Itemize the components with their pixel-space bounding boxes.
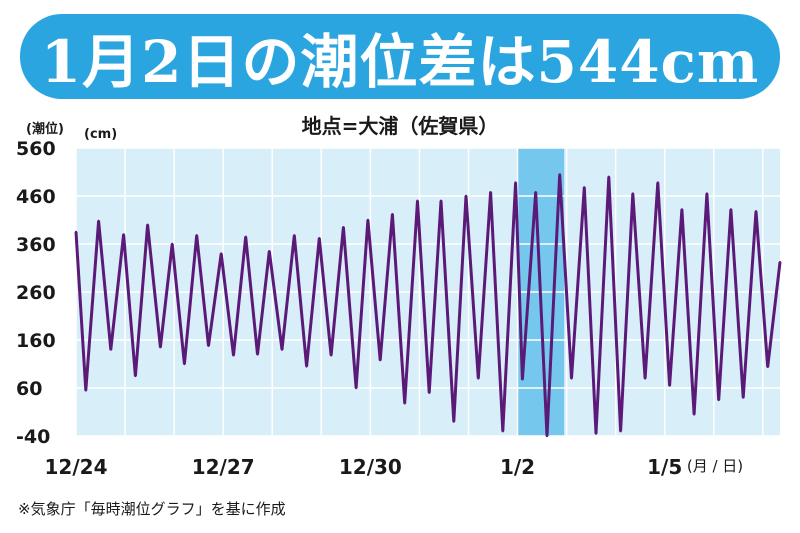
x-tick-label: 12/27 (192, 455, 255, 479)
y-tick-label: 460 (16, 186, 56, 208)
tide-point (122, 233, 125, 236)
tide-point (305, 365, 308, 368)
tide-point (521, 378, 524, 381)
tide-point (692, 413, 696, 416)
tide-point (705, 192, 709, 195)
tide-point (477, 377, 480, 380)
y-tick-label: -40 (16, 426, 50, 448)
tide-point (489, 190, 492, 194)
tide-point (558, 173, 561, 176)
tide-point (583, 186, 586, 189)
tide-point (134, 374, 137, 378)
tide-point (766, 365, 769, 369)
tide-point (342, 226, 345, 229)
chart-subtitle: 地点=大浦（佐賀県） (301, 114, 499, 138)
tide-point (668, 384, 671, 387)
tide-point (293, 234, 296, 237)
tide-point (329, 354, 333, 357)
x-tick-label: 12/24 (45, 455, 108, 479)
tide-point (501, 430, 505, 433)
tide-point (74, 230, 78, 234)
tide-point (232, 354, 235, 357)
chart-title: 1月2日の潮位差は544cm (40, 27, 760, 96)
y-axis-label-top: (潮位) (26, 122, 64, 137)
tide-point (84, 389, 88, 392)
tide-point (729, 208, 733, 211)
tide-point (354, 386, 358, 390)
tide-point (631, 192, 635, 195)
tide-point (97, 219, 100, 223)
tide-point (268, 250, 271, 253)
tide-point (754, 210, 758, 213)
y-tick-label: 260 (16, 282, 56, 304)
tide-point (643, 377, 647, 380)
tide-point (570, 377, 573, 380)
tide-point (416, 199, 419, 202)
y-axis-unit: (cm) (84, 127, 118, 142)
x-axis-unit: (月 / 日) (687, 457, 743, 475)
source-note: ※気象庁「毎時潮位グラフ」を基に作成 (18, 500, 286, 518)
tide-point (545, 434, 549, 438)
y-tick-label: 60 (16, 378, 42, 400)
y-tick-label: 160 (16, 330, 56, 352)
title-banner: 1月2日の潮位差は544cm (20, 14, 780, 99)
tide-point (439, 199, 443, 202)
tide-point (109, 348, 113, 351)
x-tick-label: 1/2 (500, 455, 535, 479)
x-tick-label: 12/30 (339, 455, 402, 479)
y-tick-label: 560 (16, 138, 56, 160)
tide-point (391, 213, 394, 216)
tide-point (195, 234, 198, 237)
tide-point (452, 420, 455, 423)
x-tick-label: 1/5 (647, 455, 682, 479)
tide-point (464, 194, 468, 198)
tide-point (256, 353, 259, 356)
y-tick-label: 360 (16, 234, 56, 256)
tide-point (534, 190, 537, 194)
tide-point (159, 346, 162, 349)
tide-point (366, 218, 370, 222)
tide-point (594, 432, 598, 435)
tide-point (378, 358, 382, 362)
tide-point (146, 223, 149, 226)
tide-point (717, 398, 720, 402)
tide-point (680, 208, 684, 211)
tide-point (607, 175, 610, 178)
tide-point (170, 242, 174, 246)
tide-point (514, 181, 517, 184)
tide-point (619, 430, 622, 433)
tide-point (318, 237, 321, 240)
tide-point (778, 261, 782, 264)
tide-point (220, 252, 223, 255)
tide-point (280, 348, 284, 351)
tide-point (183, 362, 186, 366)
tide-point (207, 344, 210, 347)
tide-point (244, 235, 247, 238)
tide-point (403, 402, 406, 405)
tide-point (656, 181, 660, 184)
tide-point (428, 391, 431, 394)
tide-point (742, 396, 745, 399)
